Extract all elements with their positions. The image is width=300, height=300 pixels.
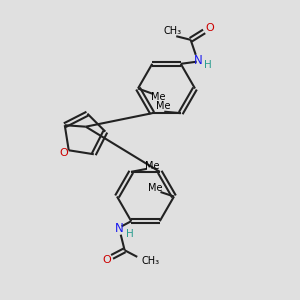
Text: CH₃: CH₃ <box>164 26 182 36</box>
Text: H: H <box>204 60 212 70</box>
Text: Me: Me <box>155 101 170 111</box>
Text: Me: Me <box>145 161 160 171</box>
Text: H: H <box>126 229 134 239</box>
Text: N: N <box>115 222 124 235</box>
Text: Me: Me <box>148 183 162 194</box>
Text: O: O <box>205 23 214 33</box>
Text: CH₃: CH₃ <box>142 256 160 266</box>
Text: O: O <box>102 255 111 265</box>
Text: O: O <box>60 148 69 158</box>
Text: N: N <box>194 54 203 67</box>
Text: Me: Me <box>151 92 166 102</box>
